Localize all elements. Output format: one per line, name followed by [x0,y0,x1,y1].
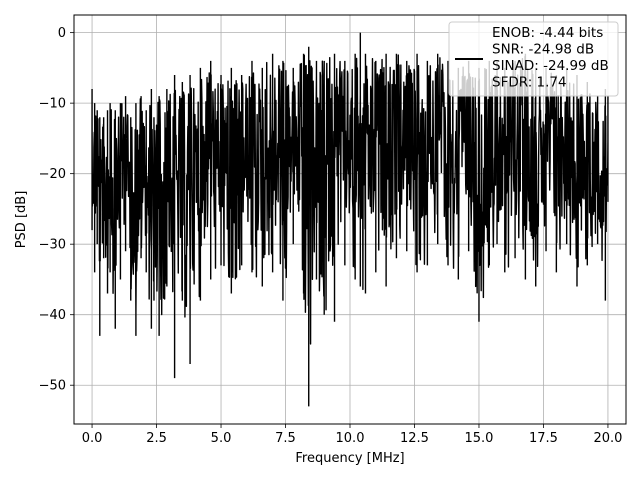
x-tick-label-2: 5.0 [211,431,232,446]
x-tick-label-5: 12.5 [400,431,429,446]
x-axis-label: Frequency [MHz] [295,451,404,466]
y-tick-label-5: −50 [39,379,66,394]
y-axis-label: PSD [dB] [14,191,29,249]
legend: ENOB: -4.44 bits SNR: -24.98 dB SINAD: -… [448,21,619,97]
y-tick-label-0: 0 [58,26,66,41]
x-axis-ticks: 0.0 2.5 5.0 7.5 10.0 12.5 15.0 17.5 20.0 [82,424,622,446]
legend-entry-sinad: SINAD: -24.99 dB [492,58,609,74]
psd-line-0 [91,32,609,407]
legend-entry-sfdr: SFDR: 1.74 [492,75,567,91]
x-tick-label-4: 10.0 [336,431,365,446]
legend-entry-enob: ENOB: -4.44 bits [492,25,603,41]
x-tick-label-8: 20.0 [593,431,622,446]
x-tick-label-3: 7.5 [275,431,296,446]
x-tick-label-7: 17.5 [529,431,558,446]
legend-box [448,21,619,97]
x-tick-label-1: 2.5 [146,431,167,446]
y-tick-label-2: −20 [39,167,66,182]
psd-series [91,32,609,407]
y-tick-label-3: −30 [39,238,66,253]
y-tick-label-4: −40 [39,308,66,323]
y-axis-ticks: 0 −10 −20 −30 −40 −50 [39,26,74,394]
legend-entry-snr: SNR: -24.98 dB [492,42,594,58]
x-tick-label-0: 0.0 [82,431,103,446]
y-tick-label-1: −10 [39,97,66,112]
x-tick-label-6: 15.0 [464,431,493,446]
